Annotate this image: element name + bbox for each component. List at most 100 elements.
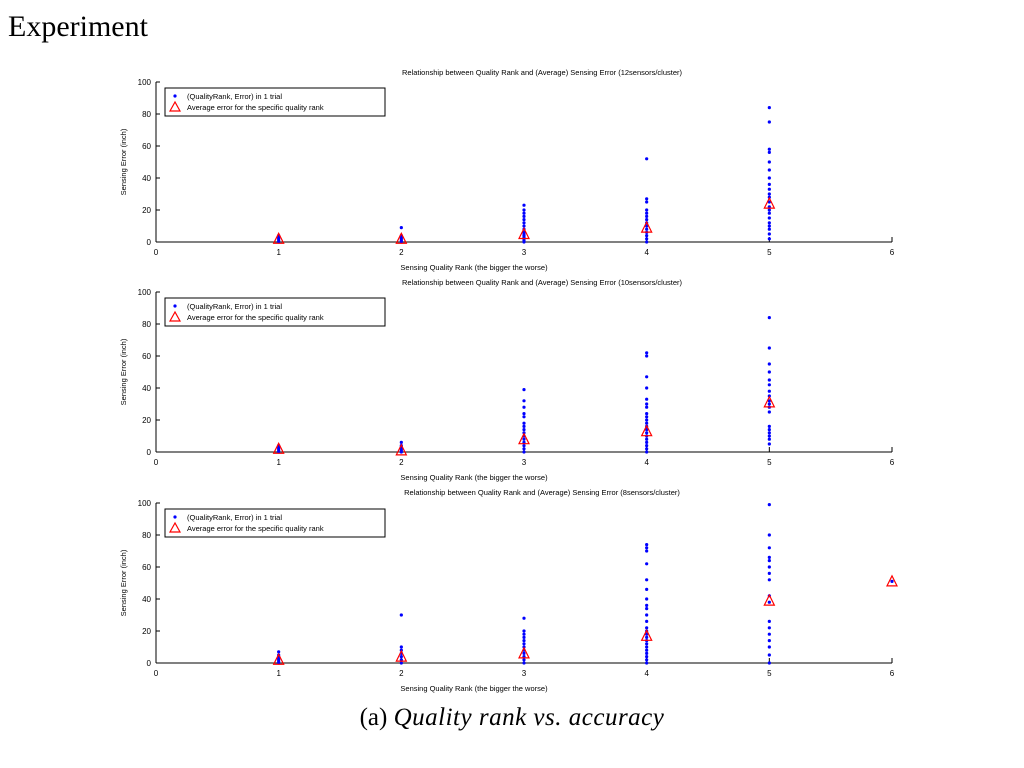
data-point xyxy=(645,632,649,636)
chart-2: Relationship between Quality Rank and (A… xyxy=(119,278,895,482)
average-marker xyxy=(272,231,285,244)
y-tick-label: 60 xyxy=(142,352,151,361)
data-point xyxy=(767,187,771,191)
y-tick-label: 40 xyxy=(142,595,151,604)
y-axis-label: Sensing Error (inch) xyxy=(119,338,128,405)
data-point xyxy=(767,578,771,582)
data-point xyxy=(645,603,649,608)
x-tick-label: 0 xyxy=(154,458,159,467)
data-point xyxy=(645,354,649,358)
data-point xyxy=(522,203,526,207)
data-point xyxy=(645,237,649,241)
data-point xyxy=(767,216,771,220)
data-point xyxy=(767,200,771,204)
data-point xyxy=(522,661,526,665)
data-point xyxy=(645,648,649,652)
x-tick-label: 0 xyxy=(154,248,159,257)
data-point xyxy=(767,370,771,374)
x-axis-label: Sensing Quality Rank (the bigger the wor… xyxy=(400,684,548,693)
legend-box xyxy=(164,87,386,117)
y-tick-label: 60 xyxy=(142,142,151,151)
data-point xyxy=(767,619,771,624)
y-tick-label: 80 xyxy=(142,110,151,119)
data-point xyxy=(767,224,771,228)
data-point xyxy=(645,208,649,212)
data-point xyxy=(645,157,649,161)
data-point xyxy=(522,651,526,656)
y-tick-label: 20 xyxy=(142,627,151,636)
data-point xyxy=(522,208,526,212)
data-point xyxy=(767,383,771,387)
y-tick-label: 80 xyxy=(142,531,151,540)
data-point xyxy=(767,632,771,636)
x-tick-label: 4 xyxy=(644,458,649,467)
data-point xyxy=(522,616,526,620)
x-tick-label: 4 xyxy=(644,248,649,257)
y-tick-label: 0 xyxy=(147,448,152,457)
figure-caption: (a) Quality rank vs. accuracy xyxy=(0,704,1024,732)
legend-entry-average: Average error for the specific quality r… xyxy=(187,524,324,533)
data-point xyxy=(767,555,771,560)
y-tick-label: 100 xyxy=(138,499,152,508)
average-marker xyxy=(518,646,530,659)
data-point xyxy=(645,428,649,432)
data-point xyxy=(767,661,771,665)
average-marker xyxy=(518,227,530,240)
data-point xyxy=(399,655,403,659)
data-point xyxy=(399,613,403,617)
data-point xyxy=(522,415,526,419)
data-point xyxy=(767,221,771,225)
y-axis-label: Sensing Error (inch) xyxy=(119,128,128,195)
data-point xyxy=(399,645,403,649)
data-point xyxy=(645,440,649,444)
x-tick-label: 6 xyxy=(890,458,895,467)
data-point xyxy=(767,106,771,110)
x-tick-label: 2 xyxy=(399,248,404,257)
data-point xyxy=(645,227,649,231)
data-point xyxy=(522,214,526,218)
data-point xyxy=(645,234,649,238)
data-point xyxy=(767,410,771,414)
data-point xyxy=(522,642,526,646)
data-point xyxy=(767,424,771,428)
data-point xyxy=(522,635,526,640)
data-point xyxy=(645,578,649,582)
legend-triangle-marker xyxy=(168,310,182,322)
data-point xyxy=(767,160,771,164)
data-point xyxy=(767,232,771,236)
legend-entry-points: (QualityRank, Error) in 1 trial xyxy=(187,92,282,101)
data-point xyxy=(767,211,771,215)
x-tick-label: 1 xyxy=(276,248,281,257)
data-point xyxy=(645,619,649,624)
data-point xyxy=(767,503,771,507)
data-point xyxy=(767,237,771,241)
data-point xyxy=(767,571,771,576)
data-point xyxy=(645,447,649,451)
data-point xyxy=(645,351,649,355)
data-point xyxy=(645,412,649,416)
x-tick-label: 5 xyxy=(767,669,772,678)
average-marker xyxy=(640,220,653,233)
data-point xyxy=(767,150,771,154)
data-point xyxy=(767,428,771,432)
data-point xyxy=(645,613,649,617)
data-point xyxy=(767,346,771,350)
data-point xyxy=(645,546,649,550)
data-point xyxy=(645,402,649,406)
legend-dot-marker xyxy=(173,515,177,519)
x-tick-label: 4 xyxy=(644,669,649,678)
caption-text: Quality rank vs. accuracy xyxy=(393,704,665,731)
data-point xyxy=(645,444,649,448)
data-point xyxy=(645,405,649,409)
data-point xyxy=(645,386,649,390)
data-point xyxy=(767,546,771,550)
average-marker xyxy=(886,574,898,587)
x-tick-label: 1 xyxy=(276,458,281,467)
data-point xyxy=(645,597,649,601)
data-point xyxy=(522,388,526,392)
y-tick-label: 0 xyxy=(147,238,152,247)
data-point xyxy=(767,533,771,537)
data-point xyxy=(645,224,649,228)
legend-box xyxy=(164,508,386,538)
data-point xyxy=(522,450,526,454)
